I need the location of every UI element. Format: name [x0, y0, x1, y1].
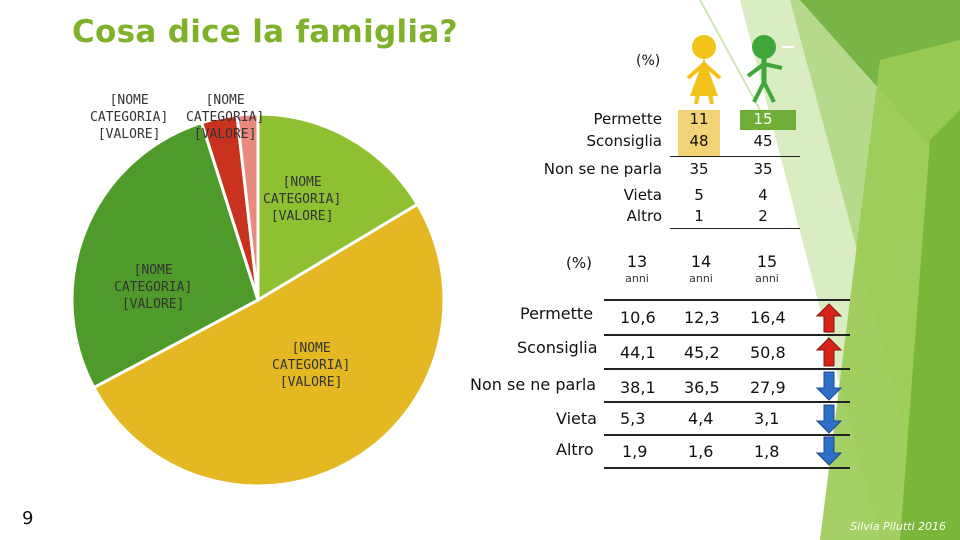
- table2-row-divider: [604, 334, 850, 336]
- pie-label-altro: [NOME CATEGORIA] [VALORE]: [90, 93, 169, 142]
- table2-age-unit: anni: [755, 272, 779, 285]
- table2-age-header: 13: [626, 252, 648, 271]
- table2-age-header: 14: [690, 252, 712, 271]
- table2-age-unit: anni: [689, 272, 713, 285]
- trend-up-arrow-icon: [816, 303, 842, 333]
- pie-slice-permette: [256, 112, 420, 303]
- table2-cell: 50,8: [750, 343, 786, 362]
- boy-column-highlight: [740, 110, 796, 130]
- trend-up-arrow-icon: [816, 337, 842, 367]
- pie-label-non-se-ne-parla: [NOME CATEGORIA] [VALORE]: [114, 263, 193, 312]
- pie-label-vieta: [NOME CATEGORIA] [VALORE]: [186, 93, 265, 142]
- table1-boy-cell: 15: [753, 110, 773, 128]
- girl-column-highlight: [678, 110, 720, 156]
- table2-cell: 10,6: [620, 308, 656, 327]
- table2-row-divider: [604, 401, 850, 403]
- table1-row-label: Non se ne parla: [543, 160, 662, 178]
- table2-cell: 27,9: [750, 378, 786, 397]
- table2-age-unit: anni: [625, 272, 649, 285]
- table1-row-label: Altro: [626, 207, 662, 225]
- trend-down-arrow-icon: [816, 404, 842, 434]
- table1-divider: [670, 228, 800, 229]
- table2-cell: 38,1: [620, 378, 656, 397]
- table2-row-label: Sconsiglia: [517, 338, 598, 357]
- table1-row-label: Vieta: [623, 186, 662, 204]
- author-credit: Silvia Pilutti 2016: [850, 520, 946, 533]
- table2-cell: 36,5: [684, 378, 720, 397]
- table1-percent-label: (%): [636, 53, 661, 69]
- slide-number: 9: [22, 508, 34, 529]
- table2-cell: 1,6: [688, 442, 714, 461]
- table2-row-label: Vieta: [556, 409, 597, 428]
- table1-girl-cell: 11: [689, 110, 709, 128]
- pie-slice-altro: [235, 112, 260, 301]
- table1-girl-cell: 1: [694, 207, 704, 225]
- boy-icon: [746, 35, 794, 103]
- table2-row-divider: [604, 368, 850, 370]
- pie-label-permette: [NOME CATEGORIA] [VALORE]: [263, 175, 342, 224]
- table1-boy-cell: 35: [753, 160, 773, 178]
- table2-percent-label: (%): [566, 254, 592, 272]
- table1-row-label: Sconsiglia: [586, 132, 662, 150]
- table1-boy-cell: 2: [758, 207, 768, 225]
- table1-girl-cell: 35: [689, 160, 709, 178]
- page-title: Cosa dice la famiglia?: [72, 14, 458, 50]
- table2-age-header: 15: [756, 252, 778, 271]
- table2-row-divider: [604, 434, 850, 436]
- table2-row-divider: [604, 467, 850, 469]
- table2-cell: 12,3: [684, 308, 720, 327]
- table1-girl-cell: 48: [689, 132, 709, 150]
- table2-row-label: Altro: [556, 440, 594, 459]
- pie-label-sconsiglia: [NOME CATEGORIA] [VALORE]: [272, 341, 351, 390]
- table2-cell: 5,3: [620, 409, 646, 428]
- table2-header-divider: [604, 299, 850, 301]
- table2-row-label: Permette: [520, 304, 594, 323]
- table2-cell: 45,2: [684, 343, 720, 362]
- table1-boy-cell: 45: [753, 132, 773, 150]
- trend-down-arrow-icon: [816, 371, 842, 401]
- table2-cell: 4,4: [688, 409, 714, 428]
- table2-cell: 3,1: [754, 409, 780, 428]
- girl-icon: [686, 35, 722, 104]
- table1-boy-cell: 4: [758, 186, 768, 204]
- table2-cell: 16,4: [750, 308, 786, 327]
- table1-girl-cell: 5: [694, 186, 704, 204]
- pie-slice-sconsiglia: [91, 202, 446, 488]
- table1-row-label: Permette: [593, 110, 662, 128]
- table2-cell: 1,8: [754, 442, 780, 461]
- table2-row-label: Non se ne parla: [470, 375, 597, 394]
- table1-divider: [670, 156, 800, 157]
- trend-down-arrow-icon: [816, 436, 842, 466]
- pie-slice-non-se-ne-parla: [70, 120, 260, 390]
- table2-cell: 1,9: [622, 442, 648, 461]
- table2-cell: 44,1: [620, 343, 656, 362]
